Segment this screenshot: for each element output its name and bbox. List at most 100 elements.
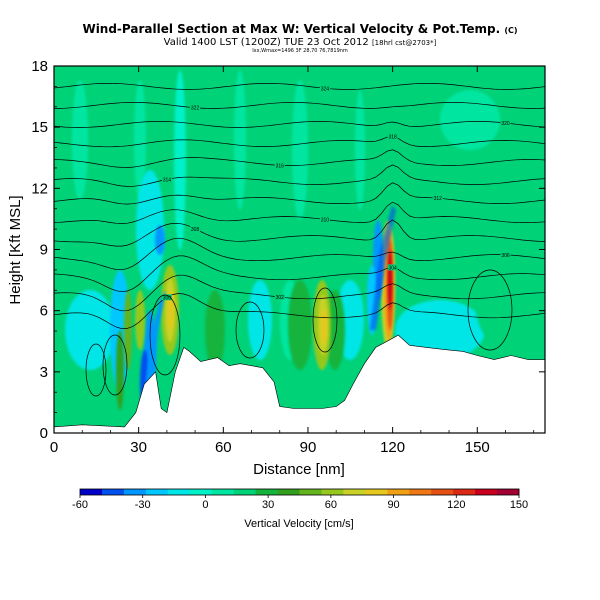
theta-contour [54,102,545,109]
contour-label: 314 [163,177,172,183]
x-axis-label: Distance [nm] [253,461,345,478]
contour-label-bg [387,133,398,140]
chart-title: Wind-Parallel Section at Max W: Vertical… [0,22,600,36]
valid-time: Valid 1400 LST (1200Z) TUE 23 Oct 2012 [163,37,369,48]
contour-label-bg [161,176,172,183]
y-tick-label: 3 [40,364,48,381]
contour-label: 304 [388,265,397,271]
colorbar-swatch [189,489,213,495]
theta-contour [54,82,545,90]
contour-label: 316 [276,163,285,169]
colorbar: -60 -30 0 30 60 90 120 150 [72,488,528,511]
vertical-velocity-field [54,66,545,433]
contour-label-bg [190,225,201,232]
contour-label: 300 [163,295,172,301]
chart-subtitle: Valid 1400 LST (1200Z) TUE 23 Oct 2012 [… [0,37,600,48]
chart-title-text: Wind-Parallel Section at Max W: Vertical… [82,22,501,36]
colorbar-swatch [343,489,366,495]
velocity-cell [388,250,392,310]
downdraft-streak [370,205,396,330]
theta-contour [54,149,545,168]
velocity-contour [102,334,128,396]
colorbar-swatch [497,489,520,495]
potential-temperature-contours: 300 302 304 306 308 310 312 314 316 318 320 322 324 [54,82,545,397]
x-tick-label: 0 [50,439,58,456]
y-tick-label: 18 [31,58,48,75]
run-note: [18hrl cst@2703*] [371,39,437,47]
velocity-cell [72,80,88,200]
velocity-cell [475,255,525,345]
contour-label: 308 [191,227,200,233]
theta-contour [54,201,545,224]
contour-label: 320 [501,121,510,127]
velocity-contour [467,269,513,351]
velocity-cell [248,280,272,360]
theta-contour [54,293,545,329]
x-tick-label: 60 [215,439,232,456]
theta-contour [54,164,545,187]
terrain-mask [54,334,545,433]
y-tick-label: 12 [31,180,48,197]
colorbar-swatch [123,489,147,495]
colorbar-tick-label: 0 [202,499,208,511]
velocity-contour [85,343,107,397]
colorbar-swatch [145,489,169,495]
x-tick-label: 90 [300,439,317,456]
y-tick-label: 15 [31,119,48,136]
contour-label: 306 [501,253,510,259]
theta-contour [54,237,545,271]
x-axis: 0 30 60 90 120 150 [50,66,535,456]
colorbar-swatch [167,489,191,495]
x-tick-label: 30 [130,439,147,456]
contour-label: 322 [191,106,200,112]
contour-label-bg [319,216,330,223]
plot-area: 300 302 304 306 308 310 312 314 316 318 320 322 324 [54,66,545,433]
contour-label-bg [274,294,285,301]
velocity-cell [124,290,132,370]
velocity-cell [174,70,186,250]
contour-label-bg [274,162,285,169]
velocity-cell [288,280,312,370]
colorbar-tick-label: 60 [325,499,337,511]
velocity-cell [321,309,327,345]
velocity-cell [234,70,246,210]
velocity-contour [312,287,338,353]
y-axis-label: Height [Kft MSL] [7,195,24,304]
velocity-cell [134,80,146,200]
colorbar-swatch [387,489,410,495]
colorbar-tick-label: 120 [447,499,465,511]
velocity-cell [135,290,145,350]
velocity-cell [355,90,365,210]
theta-contour [54,255,545,293]
y-axis: 0 3 6 9 12 15 18 [31,58,545,442]
y-tick-label: 0 [40,425,48,442]
colorbar-swatch [255,489,278,495]
colorbar-tick-label: -60 [72,499,88,511]
colorbar-swatch [101,489,125,495]
velocity-contour [235,301,265,359]
contour-label-bg [500,119,511,126]
colorbar-frame [79,488,520,496]
contour-label: 318 [388,134,397,140]
colorbar-swatch [321,489,344,495]
colorbar-swatch [475,489,498,495]
y-tick-label: 6 [40,303,48,320]
theta-contour [54,274,545,312]
theta-contour [54,219,545,247]
contour-label: 310 [321,217,330,223]
contour-label-bg [190,104,201,111]
colorbar-swatch [277,489,300,495]
theta-contour [54,182,545,205]
colorbar-swatch [80,489,103,495]
colorbar-swatch [299,489,322,495]
velocity-contour [149,294,181,376]
velocity-cell [65,290,115,370]
contour-label-bg [500,251,511,258]
x-tick-label: 150 [465,439,490,456]
theta-contour [54,121,545,128]
contour-label: 312 [434,196,443,202]
colorbar-tick-label: 150 [510,499,528,511]
contour-label-bg [432,195,443,202]
contour-label: 302 [276,295,285,301]
